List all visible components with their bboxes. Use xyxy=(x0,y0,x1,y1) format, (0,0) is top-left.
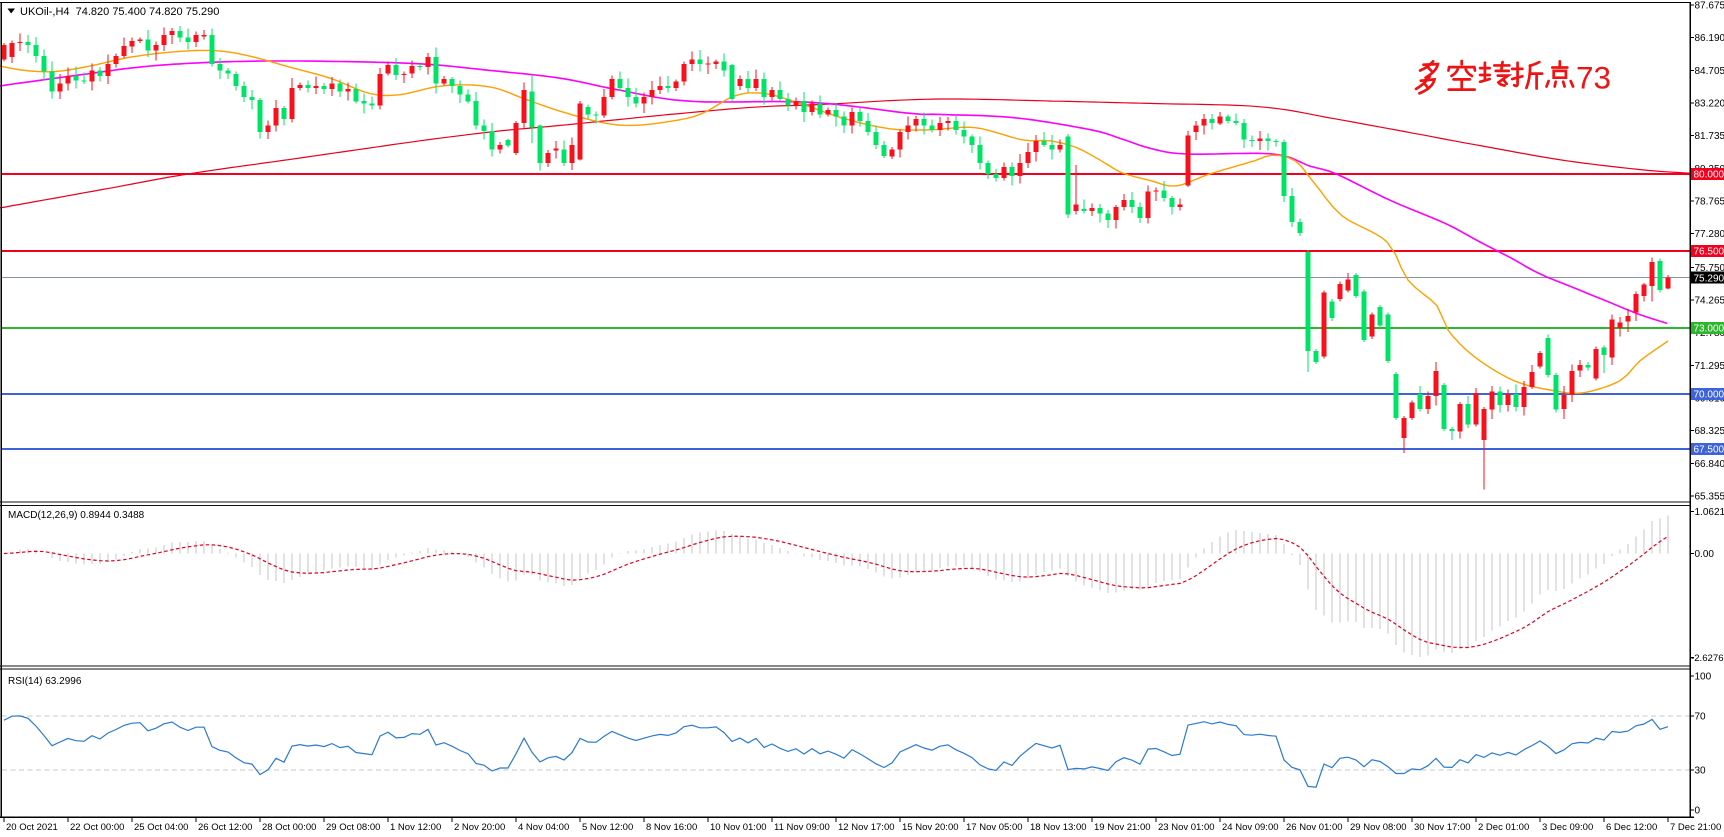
svg-text:29 Oct 08:00: 29 Oct 08:00 xyxy=(326,822,380,833)
svg-text:78.765: 78.765 xyxy=(1695,197,1724,208)
svg-text:75.750: 75.750 xyxy=(1695,263,1724,274)
svg-text:86.190: 86.190 xyxy=(1695,33,1724,44)
svg-text:MACD(12,26,9) 0.8944 0.3488: MACD(12,26,9) 0.8944 0.3488 xyxy=(8,510,145,521)
svg-text:3 Dec 09:00: 3 Dec 09:00 xyxy=(1542,822,1593,833)
svg-text:74.265: 74.265 xyxy=(1695,296,1724,307)
svg-text:76.500: 76.500 xyxy=(1694,247,1724,258)
svg-text:25 Oct 04:00: 25 Oct 04:00 xyxy=(134,822,188,833)
svg-text:84.705: 84.705 xyxy=(1695,66,1724,77)
svg-text:83.220: 83.220 xyxy=(1695,99,1724,110)
svg-text:66.840: 66.840 xyxy=(1695,459,1724,470)
svg-text:15 Nov 20:00: 15 Nov 20:00 xyxy=(902,822,959,833)
svg-text:8 Nov 16:00: 8 Nov 16:00 xyxy=(646,822,697,833)
svg-text:65.355: 65.355 xyxy=(1695,492,1724,503)
svg-text:100: 100 xyxy=(1695,672,1712,683)
svg-text:11 Nov 09:00: 11 Nov 09:00 xyxy=(774,822,830,833)
svg-text:80.000: 80.000 xyxy=(1694,170,1724,181)
svg-text:87.675: 87.675 xyxy=(1695,1,1724,12)
svg-text:2 Dec 01:00: 2 Dec 01:00 xyxy=(1478,822,1529,833)
svg-text:75.290: 75.290 xyxy=(1694,273,1724,284)
svg-text:81.735: 81.735 xyxy=(1695,131,1724,142)
svg-text:23 Nov 01:00: 23 Nov 01:00 xyxy=(1158,822,1215,833)
svg-text:6 Dec 12:00: 6 Dec 12:00 xyxy=(1606,822,1657,833)
svg-text:1 Nov 12:00: 1 Nov 12:00 xyxy=(390,822,441,833)
svg-text:71.295: 71.295 xyxy=(1695,361,1724,372)
svg-text:2 Nov 20:00: 2 Nov 20:00 xyxy=(454,822,505,833)
svg-text:22 Oct 00:00: 22 Oct 00:00 xyxy=(70,822,124,833)
svg-text:1.0621: 1.0621 xyxy=(1695,507,1724,518)
svg-text:UKOil-,H4 74.820 75.400 74.82: UKOil-,H4 74.820 75.400 74.820 75.290 xyxy=(20,6,219,18)
svg-text:30: 30 xyxy=(1695,765,1707,776)
svg-text:77.280: 77.280 xyxy=(1695,229,1724,240)
svg-text:73.000: 73.000 xyxy=(1694,324,1724,335)
svg-text:28 Oct 00:00: 28 Oct 00:00 xyxy=(262,822,316,833)
svg-text:19 Nov 21:00: 19 Nov 21:00 xyxy=(1094,822,1151,833)
svg-text:0: 0 xyxy=(1695,806,1701,817)
svg-text:0.00: 0.00 xyxy=(1695,549,1715,560)
svg-text:12 Nov 17:00: 12 Nov 17:00 xyxy=(838,822,895,833)
svg-text:67.500: 67.500 xyxy=(1694,445,1724,456)
svg-text:7 Dec 21:00: 7 Dec 21:00 xyxy=(1670,822,1721,833)
svg-text:18 Nov 13:00: 18 Nov 13:00 xyxy=(1030,822,1087,833)
svg-text:70: 70 xyxy=(1695,712,1707,723)
svg-text:73: 73 xyxy=(1576,60,1611,96)
svg-text:4 Nov 04:00: 4 Nov 04:00 xyxy=(518,822,569,833)
svg-text:26 Oct 12:00: 26 Oct 12:00 xyxy=(198,822,252,833)
svg-text:29 Nov 08:00: 29 Nov 08:00 xyxy=(1350,822,1407,833)
svg-text:RSI(14) 63.2996: RSI(14) 63.2996 xyxy=(8,676,82,687)
svg-text:20 Oct 2021: 20 Oct 2021 xyxy=(6,822,58,833)
svg-text:-2.6276: -2.6276 xyxy=(1691,653,1724,664)
svg-text:5 Nov 12:00: 5 Nov 12:00 xyxy=(582,822,633,833)
svg-text:17 Nov 05:00: 17 Nov 05:00 xyxy=(966,822,1023,833)
svg-text:68.325: 68.325 xyxy=(1695,426,1724,437)
svg-text:24 Nov 09:00: 24 Nov 09:00 xyxy=(1222,822,1279,833)
svg-text:70.000: 70.000 xyxy=(1694,390,1724,401)
svg-text:26 Nov 01:00: 26 Nov 01:00 xyxy=(1286,822,1343,833)
svg-text:10 Nov 01:00: 10 Nov 01:00 xyxy=(710,822,767,833)
svg-text:30 Nov 17:00: 30 Nov 17:00 xyxy=(1414,822,1471,833)
